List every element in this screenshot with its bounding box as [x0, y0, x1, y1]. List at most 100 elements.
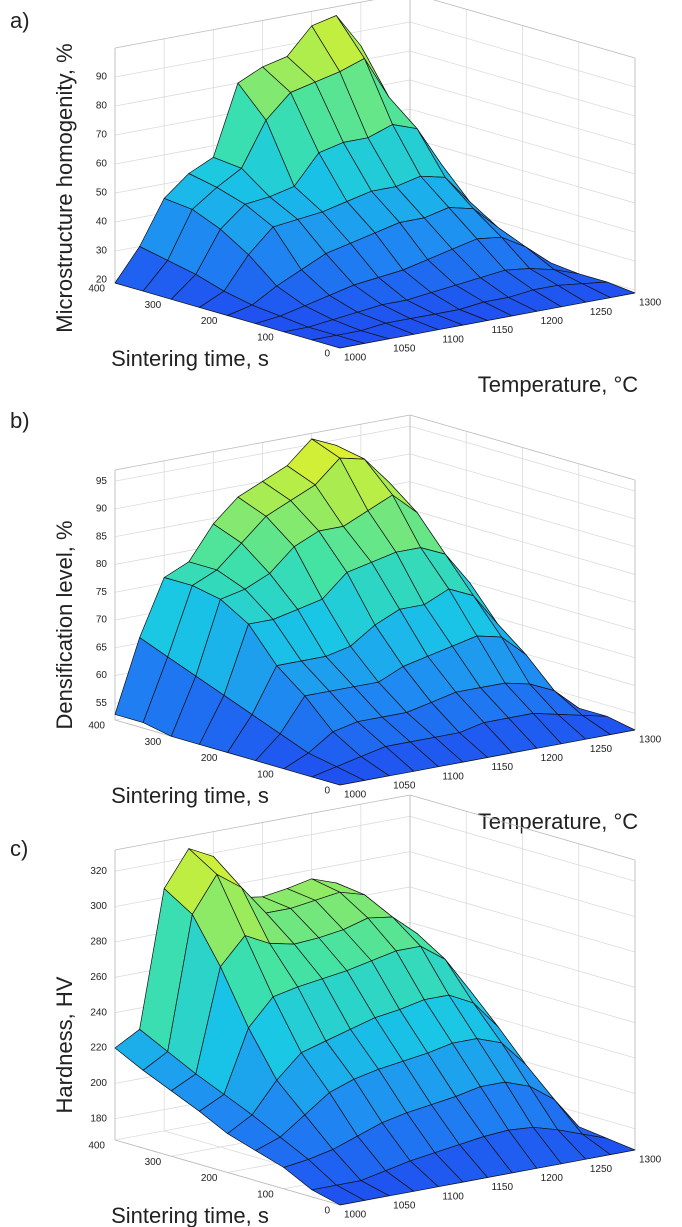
z-tick-label: 280 [90, 937, 107, 948]
z-tick-label: 50 [96, 188, 108, 199]
z-tick-label: 200 [90, 1078, 107, 1089]
axis-edge [432, 0, 636, 59]
grid-line [409, 815, 636, 882]
surface-chart: 1000 1050 1100 1150 1200 1250 1300 0 100 200 300 40… [10, 0, 662, 397]
y-tick-label: 0 [324, 349, 330, 360]
axis-edge [409, 414, 636, 481]
y-tick-label: 100 [257, 769, 274, 780]
panel-label: a) [10, 8, 30, 33]
surface-face [311, 766, 365, 786]
z-axis-label: Densification level, % [52, 520, 77, 729]
z-tick-label: 95 [96, 476, 108, 487]
y-tick-label: 100 [257, 1189, 274, 1200]
grid-line [409, 50, 636, 117]
axis-edge [114, 414, 411, 471]
x-tick-label: 1050 [393, 780, 416, 791]
grid-line [114, 425, 411, 482]
x-tick-label: 1100 [442, 1191, 464, 1202]
x-tick-label: 1300 [639, 735, 662, 746]
z-tick-label: 70 [96, 130, 108, 141]
grid-line [114, 815, 411, 872]
y-tick-label: 300 [145, 1157, 162, 1168]
x-tick-label: 1250 [590, 744, 613, 755]
x-axis-label: Temperature, °C [478, 809, 639, 834]
x-tick-label: 1150 [492, 762, 514, 773]
z-tick-label: 30 [96, 246, 108, 257]
y-tick-label: 400 [88, 284, 105, 295]
y-tick-label: 300 [145, 737, 162, 748]
x-tick-label: 1000 [344, 353, 367, 364]
z-tick-label: 70 [96, 615, 108, 626]
y-tick-label: 300 [145, 300, 162, 311]
grid-line [409, 108, 636, 175]
x-tick-label: 1100 [442, 334, 464, 345]
z-tick-label: 90 [96, 72, 108, 83]
x-tick-label: 1200 [541, 1173, 564, 1184]
z-tick-label: 90 [96, 504, 108, 515]
x-tick-label: 1050 [393, 1200, 416, 1211]
grid-line [409, 137, 636, 204]
y-axis-label: Sintering time, s [111, 1203, 269, 1227]
z-tick-label: 180 [90, 1113, 107, 1124]
axis-edge [114, 794, 411, 851]
x-tick-label: 1300 [639, 298, 662, 309]
x-tick-label: 1250 [590, 307, 613, 318]
grid-line [114, 21, 411, 78]
grid-line [409, 79, 636, 146]
surface-chart: 1000 1050 1100 1150 1200 1250 1300 0 100 200 300 40… [10, 408, 662, 834]
grid-line [409, 481, 636, 548]
panel-label: c) [10, 836, 28, 861]
x-tick-label: 1300 [639, 1155, 662, 1166]
y-tick-label: 200 [201, 1173, 218, 1184]
z-tick-label: 75 [96, 587, 108, 598]
z-tick-label: 240 [90, 1007, 107, 1018]
z-axis-label: Hardness, HV [52, 976, 77, 1113]
axis-edge [114, 1139, 341, 1206]
axis-edge [114, 0, 375, 49]
y-tick-label: 400 [88, 721, 105, 732]
z-tick-label: 80 [96, 559, 108, 570]
x-axis-label: Temperature, °C [478, 372, 639, 397]
z-tick-label: 220 [90, 1043, 107, 1054]
x-tick-label: 1000 [344, 790, 367, 801]
axis-edge [409, 794, 636, 861]
y-tick-label: 0 [324, 786, 330, 797]
x-tick-label: 1050 [393, 343, 416, 354]
grid-line [409, 425, 636, 492]
z-tick-label: 80 [96, 101, 108, 112]
x-tick-label: 1150 [492, 1182, 514, 1193]
y-tick-label: 400 [88, 1141, 105, 1152]
z-tick-label: 85 [96, 531, 108, 542]
x-tick-label: 1000 [344, 1210, 367, 1221]
y-tick-label: 200 [201, 316, 218, 327]
x-tick-label: 1200 [541, 753, 564, 764]
y-axis-label: Sintering time, s [111, 783, 269, 808]
grid-line [409, 921, 636, 988]
grid-line [409, 886, 636, 953]
grid-line [409, 851, 636, 917]
grid-line [409, 453, 636, 520]
z-tick-label: 40 [96, 217, 108, 228]
z-tick-label: 20 [96, 275, 108, 286]
z-tick-label: 60 [96, 670, 108, 681]
z-tick-label: 55 [96, 698, 108, 709]
x-tick-label: 1200 [541, 316, 564, 327]
x-tick-label: 1150 [492, 325, 514, 336]
z-tick-label: 320 [90, 866, 107, 877]
z-tick-label: 60 [96, 159, 108, 170]
y-tick-label: 200 [201, 753, 218, 764]
z-axis-label: Microstructure homogenity, % [52, 43, 77, 332]
y-tick-label: 0 [324, 1206, 330, 1217]
surface-face [311, 1184, 365, 1206]
x-tick-label: 1250 [590, 1164, 613, 1175]
y-tick-label: 100 [257, 332, 274, 343]
z-tick-label: 65 [96, 642, 108, 653]
z-tick-label: 300 [90, 901, 107, 912]
z-tick-label: 260 [90, 972, 107, 983]
surface-face [311, 334, 365, 349]
panel-label: b) [10, 408, 30, 433]
grid-line [409, 509, 636, 575]
surface-chart: 1000 1050 1100 1150 1200 1250 1300 0 100 200 300 40… [10, 794, 662, 1227]
grid-line [409, 21, 636, 88]
